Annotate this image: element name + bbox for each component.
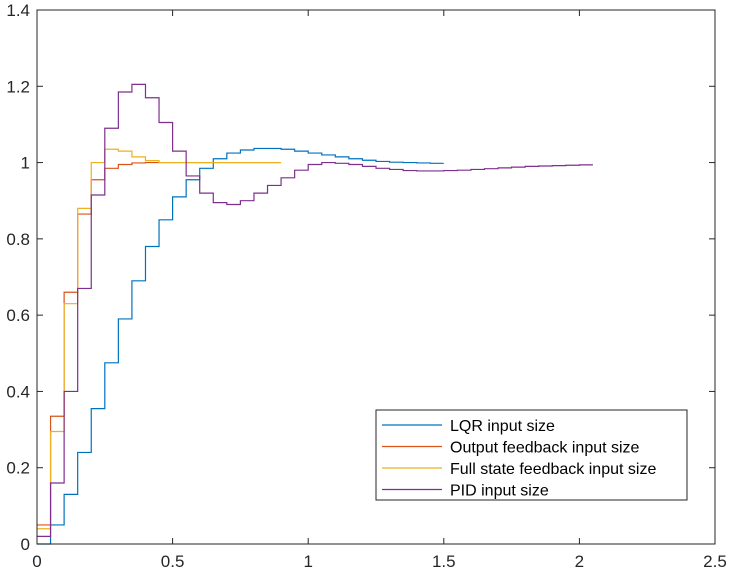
series-line-0 — [37, 147, 444, 545]
legend-label-3: PID input size — [450, 483, 549, 500]
x-tick-label: 1.5 — [432, 552, 456, 571]
y-tick-label: 0.4 — [6, 382, 30, 401]
series-layer — [37, 83, 593, 545]
legend-label-2: Full state feedback input size — [450, 461, 656, 478]
x-tick-label: 0.5 — [161, 552, 185, 571]
x-tick-label: 0 — [32, 552, 41, 571]
series-line-3 — [37, 83, 593, 537]
y-tick-label: 0 — [21, 535, 30, 554]
legend-label-0: LQR input size — [450, 418, 555, 435]
y-tick-label: 0.6 — [6, 306, 30, 325]
y-tick-label: 0.8 — [6, 230, 30, 249]
x-tick-label: 2 — [575, 552, 584, 571]
x-tick-label: 2.5 — [703, 552, 727, 571]
plot-frame — [36, 9, 716, 545]
series-line-2 — [37, 148, 282, 530]
y-tick-label: 1.4 — [6, 1, 30, 20]
y-tick-label: 0.2 — [6, 459, 30, 478]
legend-label-1: Output feedback input size — [450, 440, 640, 457]
legend: LQR input size Output feedback input size… — [375, 409, 688, 501]
y-tick-label: 1.2 — [6, 77, 30, 96]
y-tick-label: 1 — [21, 154, 30, 173]
legend-items: LQR input size Output feedback input size… — [382, 418, 656, 500]
x-tick-label: 1 — [303, 552, 312, 571]
tick-layer: 0 0.5 1 1.5 2 2.5 0 0.2 0.4 0.6 0.8 1 1.2 1.4 — [6, 1, 726, 571]
